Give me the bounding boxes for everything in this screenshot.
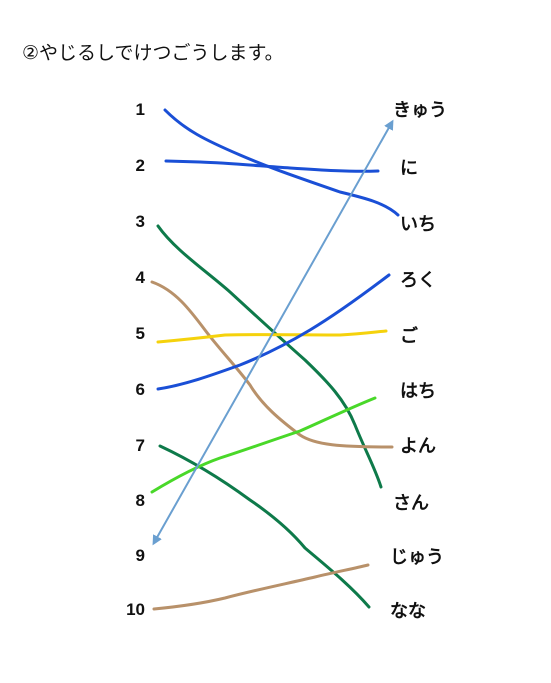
double-arrow-9-kyuu [152, 119, 394, 546]
number-7: 7 [135, 436, 145, 455]
number-6: 6 [135, 380, 145, 399]
number-1: 1 [135, 100, 145, 119]
instruction-title: ②やじるしでけつごうします。 [22, 42, 284, 64]
line-10-juu [152, 563, 370, 611]
line-2-ni [164, 159, 380, 173]
word-yon: よん [400, 436, 436, 457]
number-8: 8 [135, 491, 145, 510]
word-san: さん [393, 493, 429, 514]
number-5: 5 [135, 324, 145, 343]
number-9: 9 [135, 546, 145, 565]
line-3-san [156, 224, 383, 489]
word-juu: じゅう [390, 547, 444, 568]
word-ni: に [400, 158, 418, 179]
word-hachi: はち [400, 381, 436, 402]
number-3: 3 [135, 212, 145, 231]
word-roku: ろく [400, 270, 436, 291]
word-nana: なな [390, 601, 426, 622]
word-ichi: いち [400, 214, 436, 235]
number-4: 4 [135, 268, 145, 287]
word-kyuu: きゅう [393, 100, 447, 121]
line-4-yon [150, 280, 394, 449]
number-2: 2 [135, 156, 145, 175]
number-10: 10 [126, 600, 145, 619]
word-go: ご [400, 326, 418, 347]
